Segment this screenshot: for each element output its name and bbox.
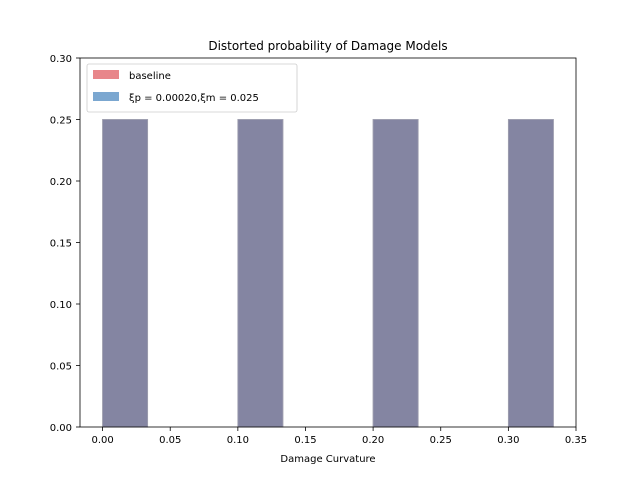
legend: baseline ξp = 0.00020,ξm = 0.025 — [86, 63, 298, 113]
legend-swatch-baseline — [93, 70, 119, 79]
x-tick-label: 0.20 — [362, 435, 384, 446]
y-tick-label: 0.20 — [50, 177, 72, 188]
bar-series-1-2 — [372, 119, 419, 428]
y-tick-label: 0.15 — [50, 239, 72, 250]
x-tick-label: 0.10 — [227, 435, 249, 446]
x-axis-ticks: 0.00 0.05 0.10 0.15 0.20 0.25 0.30 0.35 — [91, 427, 587, 446]
bar-series-1-3 — [507, 119, 554, 428]
y-axis-ticks: 0.00 0.05 0.10 0.15 0.20 0.25 0.30 — [50, 54, 80, 434]
legend-label-distorted: ξp = 0.00020,ξm = 0.025 — [129, 93, 259, 104]
chart-title: Distorted probability of Damage Models — [208, 39, 447, 53]
y-tick-label: 0.10 — [50, 300, 72, 311]
legend-label-baseline: baseline — [129, 71, 171, 82]
x-tick-label: 0.30 — [497, 435, 519, 446]
legend-swatch-distorted — [93, 92, 119, 101]
x-tick-label: 0.15 — [294, 435, 316, 446]
legend-box — [86, 63, 298, 113]
x-tick-label: 0.00 — [91, 435, 113, 446]
x-tick-label: 0.05 — [159, 435, 181, 446]
y-tick-label: 0.00 — [50, 423, 72, 434]
bar-series-1-0 — [102, 119, 149, 428]
y-tick-label: 0.30 — [50, 54, 72, 65]
x-tick-label: 0.25 — [430, 435, 452, 446]
y-tick-label: 0.25 — [50, 116, 72, 127]
bar-series-1-1 — [237, 119, 284, 428]
x-tick-label: 0.35 — [565, 435, 587, 446]
y-tick-label: 0.05 — [50, 362, 72, 373]
x-axis-label: Damage Curvature — [280, 454, 375, 465]
